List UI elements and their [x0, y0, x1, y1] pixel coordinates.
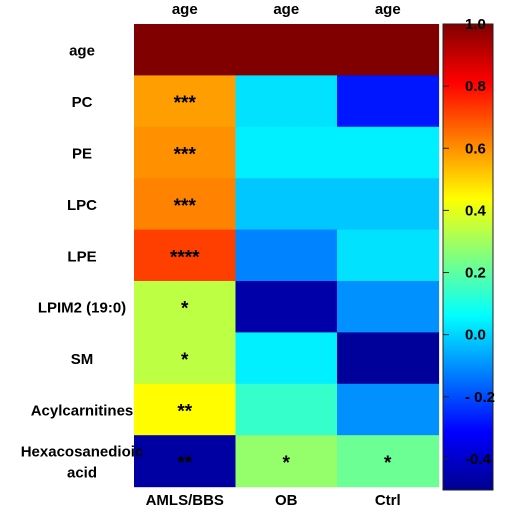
significance-annotation: *** [174, 196, 197, 217]
significance-annotation: *** [174, 93, 197, 114]
colorbar: 1.0 0.8 0.6 0.4 0.2 0.0 - 0.2 -0.4 [442, 16, 495, 491]
row-labels: age PC PE LPC LPE LPIM2 (19:0) SM Acylcarnitine… [21, 43, 144, 482]
colorbar-gradient [442, 23, 494, 491]
heatmap-cell [337, 229, 440, 282]
heatmap-cell [235, 24, 338, 76]
row-label: Acylcarnitines [31, 403, 134, 420]
heatmap-cell [134, 383, 237, 436]
heatmap-cell [235, 332, 338, 385]
colorbar-tick-label: 0.0 [465, 327, 486, 344]
row-label: acid [67, 464, 97, 481]
column-top-label: age [273, 1, 299, 18]
heatmap-cell [134, 75, 237, 128]
heatmap-cell [134, 332, 237, 385]
heatmap-cell [337, 75, 440, 128]
heatmap-cell [235, 178, 338, 231]
heatmap-cell [337, 332, 440, 385]
column-bottom-label: OB [275, 492, 298, 509]
significance-annotation: *** [174, 145, 197, 166]
row-label: SM [71, 351, 94, 368]
heatmap-cell [337, 383, 440, 436]
cell-annotations: ******************* * * [170, 93, 392, 474]
heatmap-cell [235, 281, 338, 333]
colorbar-tick-label: 0.2 [465, 265, 486, 282]
column-bottom-label: AMLS/BBS [146, 492, 224, 509]
column-top-label: age [172, 1, 198, 18]
row-label: PE [72, 146, 92, 163]
heatmap-cell [337, 281, 440, 333]
colorbar-ticks: 1.0 0.8 0.6 0.4 0.2 0.0 - 0.2 -0.4 [443, 16, 495, 468]
significance-annotation: ** [177, 402, 192, 423]
heatmap-cell [134, 229, 237, 282]
heatmap-cells [134, 24, 440, 488]
significance-annotation: * [384, 453, 392, 474]
top-column-labels: age age age [172, 1, 401, 18]
heatmap-cell [235, 229, 338, 282]
column-bottom-label: Ctrl [375, 492, 401, 509]
row-label: LPE [67, 248, 96, 265]
colorbar-tick-label: - 0.2 [465, 389, 495, 406]
significance-annotation: **** [170, 247, 200, 268]
colorbar-tick-label: 0.6 [465, 140, 486, 157]
significance-annotation: * [181, 299, 189, 320]
row-label: Hexacosanedioic [21, 443, 144, 460]
significance-annotation: * [283, 453, 291, 474]
heatmap-cell [235, 435, 338, 488]
colorbar-tick-label: 0.8 [465, 78, 486, 95]
colorbar-tick-label: 0.4 [465, 202, 487, 219]
row-label: LPIM2 (19:0) [38, 300, 126, 317]
heatmap-cell [134, 281, 237, 333]
row-label: PC [72, 94, 93, 111]
column-top-label: age [375, 1, 401, 18]
significance-annotation: * [181, 350, 189, 371]
heatmap-cell [337, 435, 440, 488]
heatmap-cell [337, 178, 440, 231]
heatmap-cell [134, 126, 237, 179]
heatmap-cell [235, 383, 338, 436]
heatmap-cell [337, 24, 440, 76]
heatmap-cell [134, 178, 237, 231]
heatmap-cell [337, 126, 440, 179]
heatmap-cell [235, 126, 338, 179]
heatmap-cell [134, 435, 237, 488]
row-label: age [69, 43, 95, 60]
heatmap-cell [235, 75, 338, 128]
colorbar-tick-label: 1.0 [465, 16, 486, 33]
colorbar-tick-label: -0.4 [465, 451, 492, 468]
significance-annotation: ** [177, 453, 192, 474]
bottom-column-labels: AMLS/BBS OB Ctrl [146, 492, 401, 509]
heatmap-cell [134, 24, 237, 76]
row-label: LPC [67, 197, 97, 214]
